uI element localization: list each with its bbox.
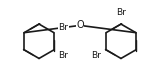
- Text: Br: Br: [59, 23, 68, 32]
- Text: Br: Br: [59, 51, 68, 60]
- Text: Br: Br: [92, 51, 101, 60]
- Text: O: O: [76, 20, 84, 30]
- Text: Br: Br: [116, 8, 126, 17]
